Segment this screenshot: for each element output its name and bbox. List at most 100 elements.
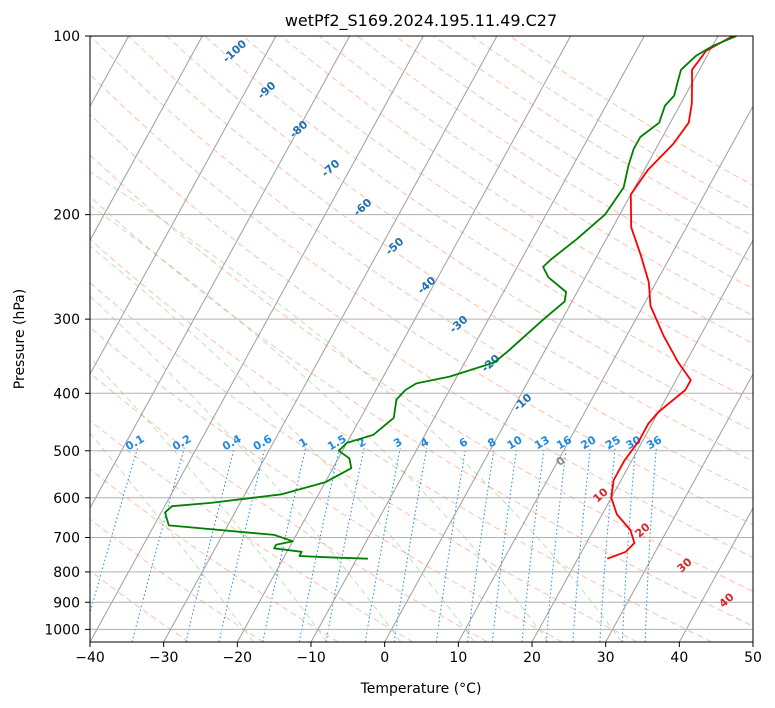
dry-adiabat bbox=[90, 73, 753, 526]
x-tick-label: −40 bbox=[75, 650, 105, 666]
mixing-ratio-label: 36 bbox=[644, 433, 664, 452]
isotherm bbox=[90, 36, 277, 376]
x-tick-label: 10 bbox=[449, 650, 467, 666]
isotherm bbox=[752, 640, 753, 642]
y-tick-label: 100 bbox=[53, 29, 80, 45]
plot-frame bbox=[89, 35, 754, 643]
axes: −40 −30 −20 −10 0 10 20 30 40 5010020030040050060… bbox=[44, 29, 762, 666]
dry-adiabat bbox=[90, 36, 753, 494]
mixing-ratio-line bbox=[521, 448, 545, 642]
mixing-ratio-line bbox=[325, 448, 365, 642]
dry-adiabat bbox=[90, 154, 753, 592]
dry-adiabat bbox=[90, 419, 414, 642]
dry-adiabat-label: -10 bbox=[511, 391, 535, 414]
mixing-ratio-label: 10 bbox=[505, 433, 525, 452]
mixing-ratio-line bbox=[185, 448, 235, 642]
dry-adiabat-label: -50 bbox=[383, 235, 407, 258]
mixing-ratio-line bbox=[218, 448, 266, 642]
y-tick-label: 800 bbox=[53, 565, 80, 581]
mixing-ratio-label: 0.4 bbox=[220, 432, 244, 453]
mixing-ratio-line bbox=[364, 448, 401, 642]
y-tick-label: 500 bbox=[53, 444, 80, 460]
moist-adiabat bbox=[90, 204, 549, 642]
dry-adiabat bbox=[509, 36, 753, 186]
mixing-ratio-line bbox=[599, 448, 616, 642]
x-tick-label: 30 bbox=[597, 650, 615, 666]
dry-adiabat-label: -70 bbox=[319, 157, 343, 180]
mixing-ratio-label: 8 bbox=[485, 435, 498, 450]
isotherm bbox=[531, 239, 753, 642]
x-tick-label: 20 bbox=[523, 650, 541, 666]
mixing-ratio-label: 1.5 bbox=[325, 432, 348, 453]
isotherm bbox=[457, 105, 753, 642]
dry-adiabat bbox=[357, 36, 753, 290]
y-tick-label: 300 bbox=[53, 312, 80, 328]
dry-adiabat-label: -40 bbox=[415, 274, 439, 297]
dry-adiabat bbox=[90, 282, 638, 642]
dry-adiabat-label: -60 bbox=[351, 196, 375, 219]
x-tick-label: 40 bbox=[670, 650, 688, 666]
x-tick-label: 0 bbox=[380, 650, 389, 666]
y-axis-label: Pressure (hPa) bbox=[12, 289, 28, 389]
mixing-ratio-label: 0.6 bbox=[251, 432, 275, 453]
dry-adiabat bbox=[128, 36, 753, 462]
isotherm bbox=[90, 36, 203, 242]
dry-adiabat-label: 10 bbox=[591, 485, 611, 505]
isotherm bbox=[163, 36, 498, 642]
mixing-ratio-line bbox=[298, 448, 340, 642]
dry-adiabat-label: 40 bbox=[717, 590, 737, 610]
y-tick-label: 600 bbox=[53, 491, 80, 507]
dry-adiabat bbox=[90, 113, 753, 559]
dry-adiabat-label: -100 bbox=[220, 37, 249, 65]
chart-title: wetPf2_S169.2024.195.11.49.C27 bbox=[285, 11, 557, 31]
moist-adiabat bbox=[90, 245, 475, 642]
mixing-ratio-label: 4 bbox=[418, 435, 431, 450]
x-tick-label: −10 bbox=[296, 650, 326, 666]
mixing-ratio-label: 20 bbox=[578, 433, 598, 452]
x-axis-label: Temperature (°C) bbox=[360, 681, 482, 697]
dry-adiabat bbox=[395, 36, 753, 263]
moist-adiabat bbox=[90, 432, 254, 642]
mixing-ratio-label: 1 bbox=[297, 435, 310, 450]
dewpoint-line bbox=[164, 36, 737, 560]
profile-series bbox=[164, 36, 737, 560]
temperature-line bbox=[606, 36, 734, 560]
dry-adiabat bbox=[90, 518, 264, 642]
x-tick-label: −20 bbox=[223, 650, 253, 666]
isotherm bbox=[678, 507, 753, 642]
y-tick-label: 200 bbox=[53, 208, 80, 224]
background-reference-lines: -100-90-80-70-60-50-40-30-20-10010203040… bbox=[90, 36, 753, 642]
mixing-ratio-label: 25 bbox=[603, 433, 623, 452]
dry-adiabat-label: -90 bbox=[255, 79, 279, 102]
x-tick-label: −30 bbox=[149, 650, 179, 666]
y-tick-label: 900 bbox=[53, 595, 80, 611]
dry-adiabat bbox=[318, 36, 753, 317]
isotherm bbox=[90, 36, 424, 642]
dry-adiabat-label: 0 bbox=[553, 454, 568, 469]
isotherm bbox=[605, 373, 753, 642]
moist-adiabat bbox=[90, 357, 328, 642]
isotherm bbox=[90, 36, 351, 510]
isotherm bbox=[384, 36, 719, 642]
mixing-ratio-line bbox=[435, 448, 467, 642]
dry-adiabat bbox=[90, 195, 753, 627]
y-tick-label: 700 bbox=[53, 531, 80, 547]
mixing-ratio-line bbox=[131, 448, 185, 642]
mixing-ratio-label: 3 bbox=[391, 435, 404, 450]
dry-adiabat bbox=[90, 570, 190, 642]
isotherm bbox=[310, 36, 645, 642]
moist-adiabat bbox=[90, 171, 623, 642]
y-tick-label: 1000 bbox=[44, 622, 80, 638]
dry-adiabat bbox=[90, 468, 339, 642]
moist-adiabat bbox=[90, 295, 402, 642]
mixing-ratio-line bbox=[262, 448, 307, 642]
dry-adiabat bbox=[433, 36, 753, 237]
mixing-ratio-line bbox=[644, 448, 657, 642]
x-tick-label: 50 bbox=[744, 650, 762, 666]
dry-adiabat bbox=[90, 372, 488, 642]
dry-adiabat bbox=[90, 326, 563, 642]
mixing-ratio-line bbox=[491, 448, 518, 642]
dry-adiabat bbox=[471, 36, 753, 211]
dry-adiabat bbox=[166, 36, 753, 432]
